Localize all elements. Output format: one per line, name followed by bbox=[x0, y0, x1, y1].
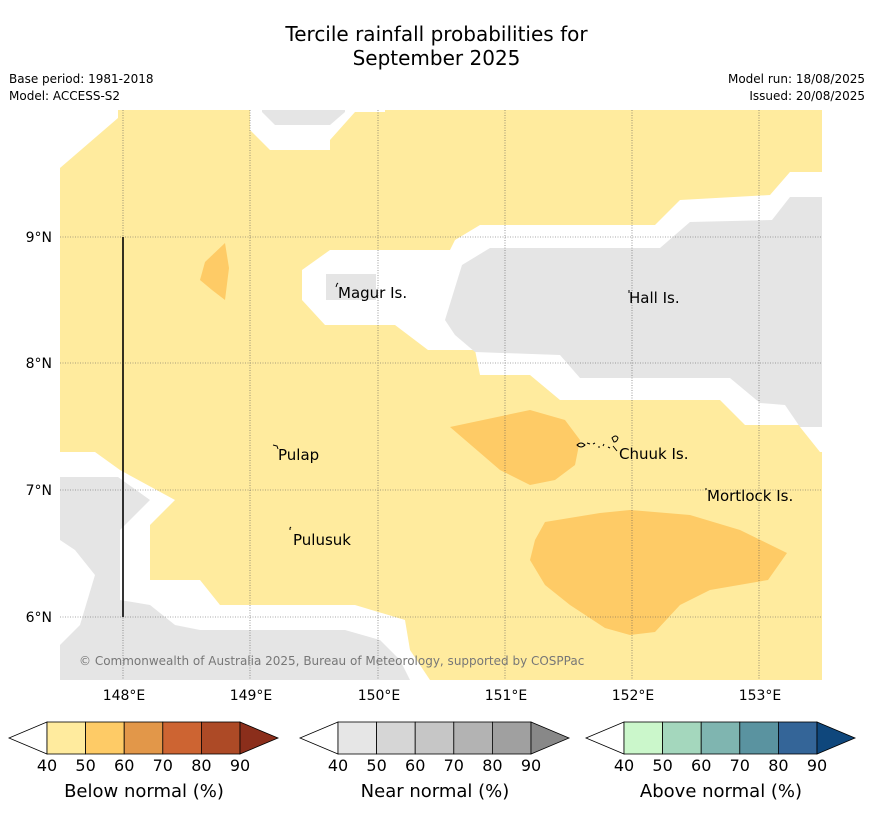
map-area bbox=[60, 110, 822, 680]
colorbar-below-over-triangle bbox=[239, 721, 280, 755]
colorbar-below-under-triangle bbox=[7, 721, 48, 755]
colorbar-above-tick: 80 bbox=[768, 756, 788, 775]
label-hall: Hall Is. bbox=[629, 289, 680, 307]
label-mortlock: Mortlock Is. bbox=[707, 487, 793, 505]
lat-label-9: 9°N bbox=[26, 230, 52, 246]
issued-date: Issued: 20/08/2025 bbox=[749, 89, 865, 103]
colorbar-label-above: Above normal (%) bbox=[639, 781, 803, 802]
lon-label-152: 152°E bbox=[612, 688, 655, 704]
colorbar-near-over-triangle bbox=[530, 721, 571, 755]
lon-label-151: 151°E bbox=[485, 688, 528, 704]
colorbar-near-tick: 70 bbox=[444, 756, 464, 775]
colorbar-near-under-triangle bbox=[298, 721, 339, 755]
colorbar-below-tick: 80 bbox=[191, 756, 211, 775]
colorbar-above-segment bbox=[739, 721, 779, 755]
label-pulusuk: Pulusuk bbox=[293, 531, 351, 549]
white-right-edge bbox=[800, 427, 822, 452]
label-pulap: Pulap bbox=[278, 446, 319, 464]
meta-left: Base period: 1981-2018 Model: ACCESS-S2 bbox=[9, 71, 154, 105]
colorbar-near-segment bbox=[414, 721, 455, 755]
model-run: Model run: 18/08/2025 bbox=[727, 72, 865, 86]
colorbar-below-segment bbox=[200, 721, 241, 755]
island-outlines bbox=[272, 282, 707, 530]
lat-label-8: 8°N bbox=[26, 356, 52, 372]
title-line-2: September 2025 bbox=[352, 46, 521, 70]
colorbar-above-tick: 50 bbox=[652, 756, 672, 775]
colorbar-near-tick: 50 bbox=[366, 756, 386, 775]
colorbar-near-tick: 60 bbox=[405, 756, 425, 775]
colorbar-above-segment bbox=[700, 721, 741, 755]
below-normal-patch-1 bbox=[200, 243, 229, 300]
colorbar-above-segment bbox=[778, 721, 818, 755]
lon-label-149: 149°E bbox=[230, 688, 273, 704]
colorbar-above-segment bbox=[623, 721, 663, 755]
lon-label-153: 153°E bbox=[739, 688, 782, 704]
gridlines bbox=[60, 110, 822, 680]
colorbar-near-segment bbox=[491, 721, 532, 755]
lat-label-7: 7°N bbox=[26, 483, 52, 499]
colorbar-label-near: Near normal (%) bbox=[360, 781, 510, 802]
near-normal-top-left bbox=[60, 110, 95, 140]
colorbar-below-segment bbox=[162, 721, 202, 755]
colorbar-near: 40 50 60 70 80 90 bbox=[298, 721, 571, 775]
colorbar-below-segment bbox=[46, 721, 86, 755]
label-magur: Magur Is. bbox=[338, 284, 407, 302]
near-normal-bottom bbox=[60, 477, 410, 680]
colorbar-above-tick: 90 bbox=[807, 756, 827, 775]
colorbar-near-segment bbox=[376, 721, 416, 755]
colorbar-below-segment bbox=[85, 721, 125, 755]
lon-axis-labels: 148°E 149°E 150°E 151°E 152°E 153°E bbox=[103, 688, 782, 704]
lat-label-6: 6°N bbox=[26, 610, 52, 626]
colorbar-above-tick: 70 bbox=[730, 756, 750, 775]
lon-label-148: 148°E bbox=[103, 688, 146, 704]
colorbar-near-segment bbox=[337, 721, 377, 755]
below-normal-patch-3 bbox=[530, 510, 787, 635]
white-corner-bottom-left bbox=[60, 540, 95, 680]
chart-title: Tercile rainfall probabilities for Septe… bbox=[0, 22, 873, 70]
title-line-1: Tercile rainfall probabilities for bbox=[285, 22, 588, 46]
colorbar-label-below: Below normal (%) bbox=[64, 781, 224, 802]
colorbar-below: 40 50 60 70 80 90 bbox=[7, 721, 280, 775]
colorbar-below-segment bbox=[123, 721, 164, 755]
model-name: Model: ACCESS-S2 bbox=[9, 89, 121, 103]
colorbar-below-tick: 60 bbox=[114, 756, 134, 775]
colorbar-above: 40 50 60 70 80 90 bbox=[584, 721, 857, 775]
near-normal-right bbox=[445, 197, 822, 427]
colorbar-above-over-triangle bbox=[816, 721, 857, 755]
colorbar-near-tick: 80 bbox=[482, 756, 502, 775]
copyright: © Commonwealth of Australia 2025, Bureau… bbox=[79, 654, 584, 668]
below-normal-patch-2 bbox=[450, 410, 580, 485]
lon-label-150: 150°E bbox=[358, 688, 401, 704]
near-normal-magur bbox=[326, 274, 376, 300]
lat-axis-labels: 9°N 8°N 7°N 6°N bbox=[26, 230, 52, 626]
colorbar-near-tick: 90 bbox=[521, 756, 541, 775]
colorbar-above-tick: 40 bbox=[614, 756, 634, 775]
colorbar-above-tick: 60 bbox=[691, 756, 711, 775]
colorbar-below-tick: 70 bbox=[153, 756, 173, 775]
colorbar-near-tick: 40 bbox=[328, 756, 348, 775]
colorbar-below-tick: 90 bbox=[230, 756, 250, 775]
colorbar-above-segment bbox=[662, 721, 702, 755]
colorbar-below-tick: 50 bbox=[75, 756, 95, 775]
meta-right: Model run: 18/08/2025 Issued: 20/08/2025 bbox=[728, 71, 865, 105]
colorbar-below-tick: 40 bbox=[37, 756, 57, 775]
near-normal-top bbox=[262, 110, 345, 125]
place-labels: Magur Is. Hall Is. Pulap Chuuk Is. Mortl… bbox=[278, 284, 793, 549]
base-period: Base period: 1981-2018 bbox=[9, 72, 154, 86]
colorbar-near-segment bbox=[453, 721, 493, 755]
label-chuuk: Chuuk Is. bbox=[619, 445, 688, 463]
colorbar-above-under-triangle bbox=[584, 721, 625, 755]
colorbars: 40 50 60 70 80 90 40 50 60 70 80 90 40 50 60 70 80 90 bbox=[7, 721, 857, 775]
